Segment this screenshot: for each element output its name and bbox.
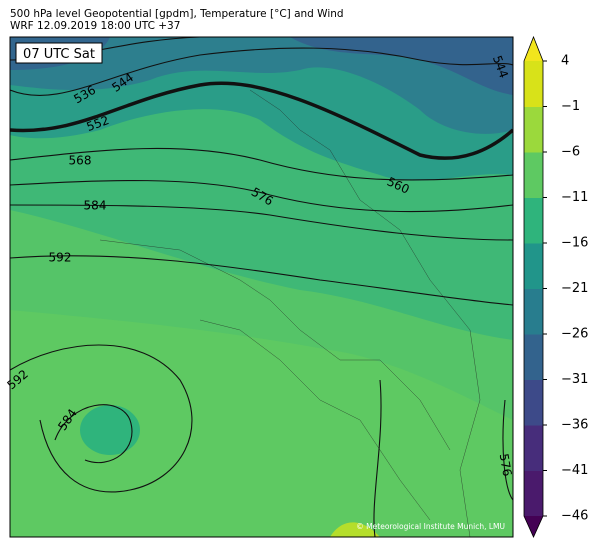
map xyxy=(10,37,513,537)
colorbar-extend-max xyxy=(524,37,543,61)
colorbar-band xyxy=(524,106,543,153)
contour-label: 568 xyxy=(69,154,92,168)
colorbar-tick-label: −26 xyxy=(561,327,588,342)
subtitle: WRF 12.09.2019 18:00 UTC +37 xyxy=(10,20,180,32)
colorbar-tick-label: −16 xyxy=(561,236,588,251)
colorbar-band xyxy=(524,152,543,198)
colorbar-tick-label: −11 xyxy=(561,190,588,205)
colorbar-band xyxy=(524,334,543,380)
colorbar-band xyxy=(524,470,543,517)
contour-label: 584 xyxy=(84,199,107,213)
colorbar-band xyxy=(524,288,543,335)
colorbar-tick-label: −41 xyxy=(561,463,588,478)
colorbar-tick-label: −46 xyxy=(561,509,588,524)
colorbar-tick-label: −6 xyxy=(561,145,580,160)
contour-label: 576 xyxy=(497,452,515,477)
time-box xyxy=(15,42,103,64)
contour-label: 592 xyxy=(49,251,72,265)
map-frame xyxy=(9,36,514,538)
colorbar-band xyxy=(524,379,543,426)
time-label: 07 UTC Sat xyxy=(23,47,95,62)
colorbar-tick-label: −1 xyxy=(561,99,580,114)
colorbar-extend-min xyxy=(524,516,543,537)
credit: © Meteorological Institute Munich, LMU xyxy=(356,522,505,531)
colorbar-tick-label: −31 xyxy=(561,372,588,387)
colorbar-tick-label: −21 xyxy=(561,281,588,296)
colorbar-band xyxy=(524,197,543,244)
colorbar-band xyxy=(524,61,543,107)
title: 500 hPa level Geopotential [gpdm], Tempe… xyxy=(10,8,344,20)
colorbar-tick-label: −36 xyxy=(561,418,588,433)
colorbar-band xyxy=(524,243,543,289)
colorbar-band xyxy=(524,425,543,471)
colorbar-tick-label: 4 xyxy=(561,54,569,69)
